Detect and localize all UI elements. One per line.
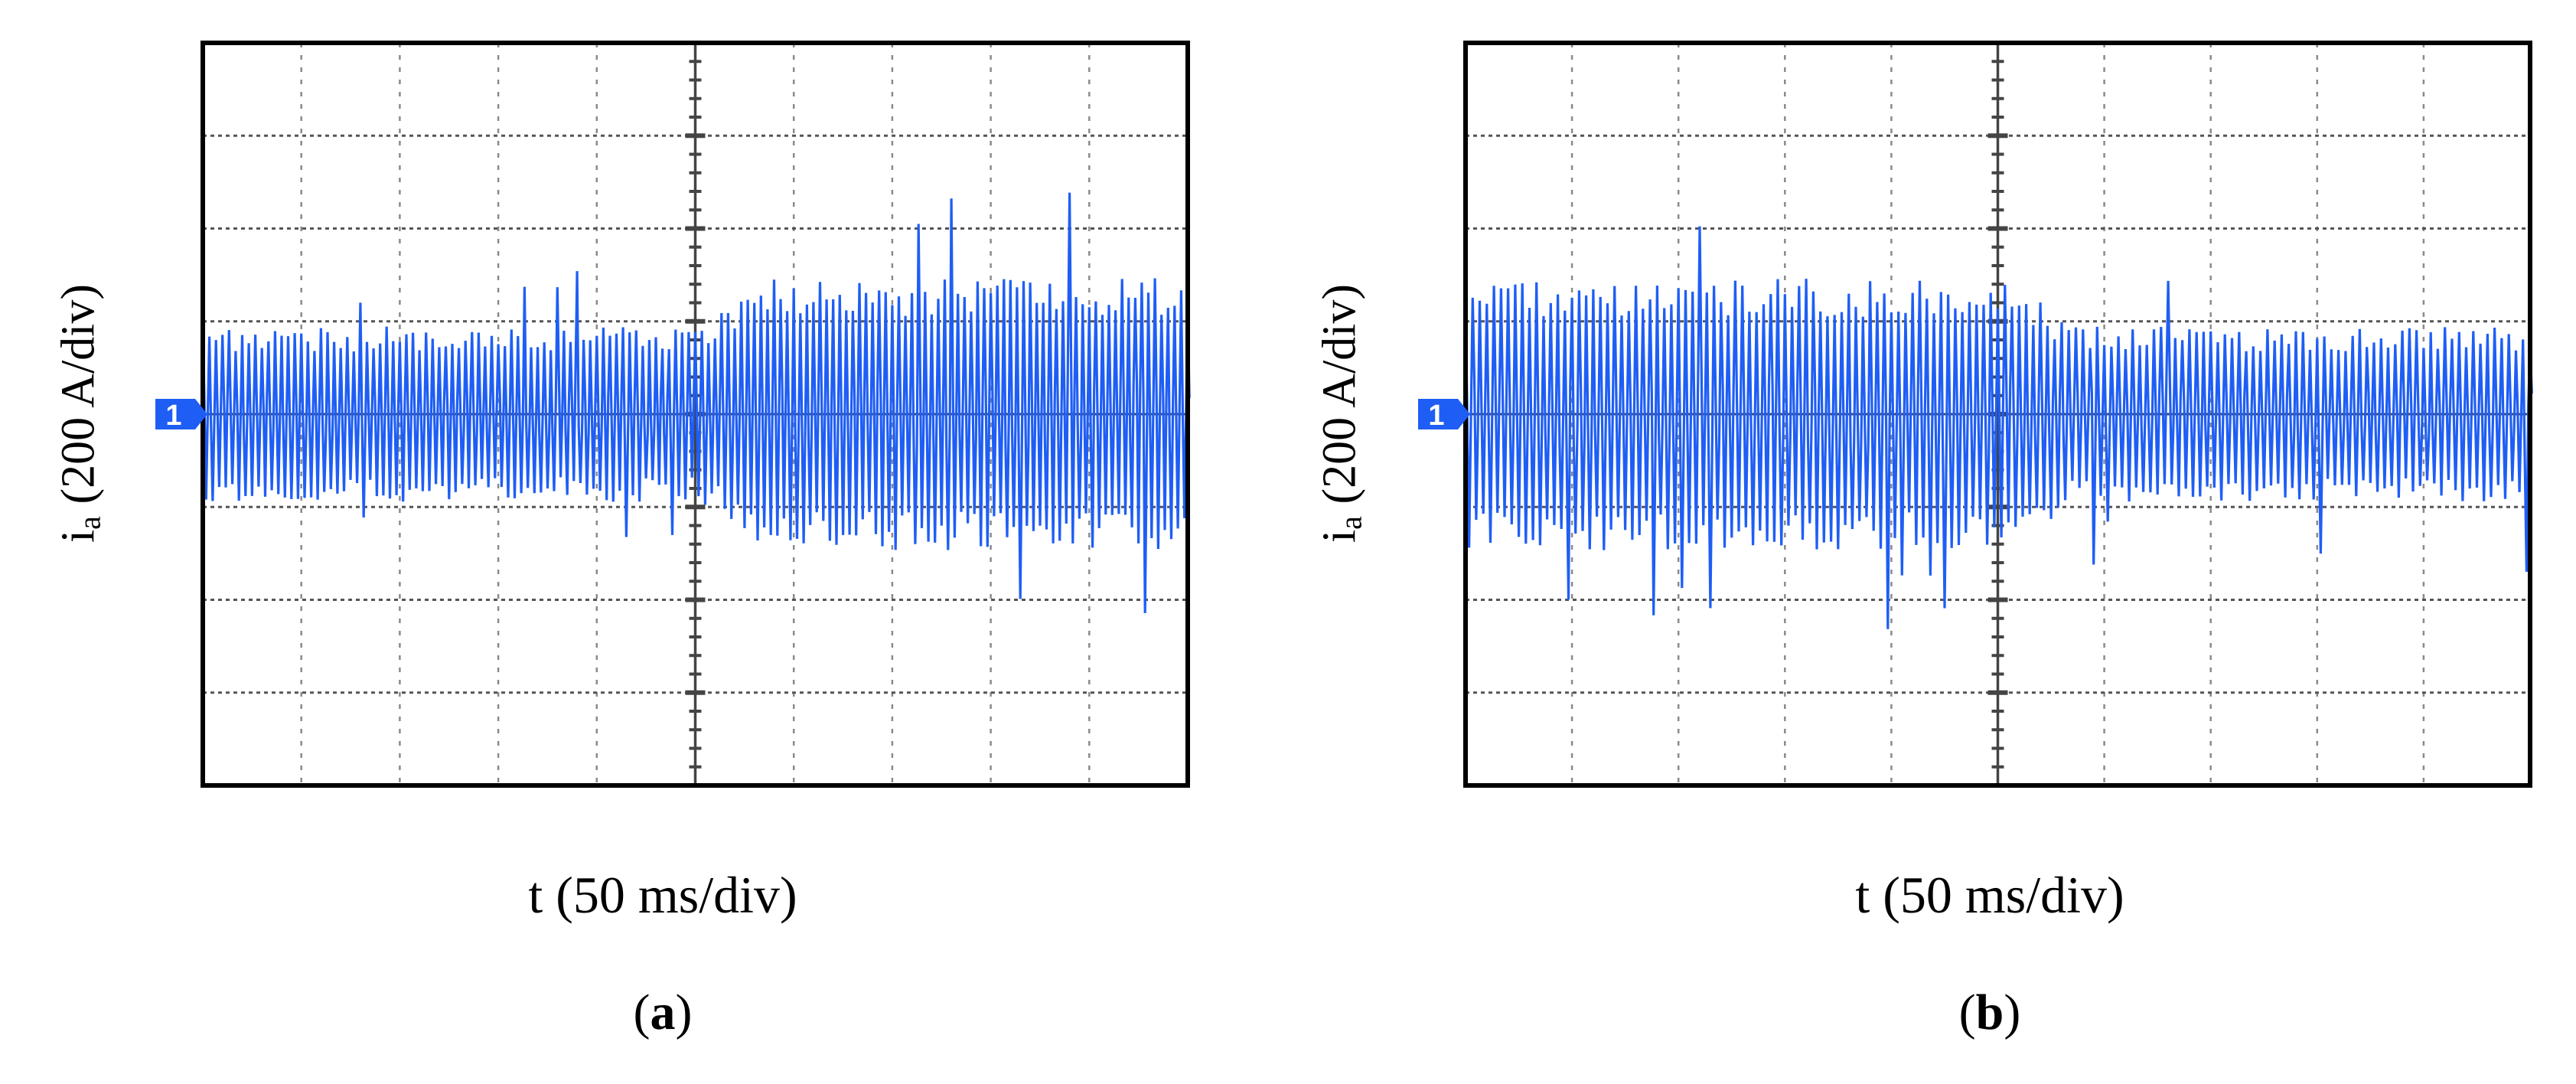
current-waveform: [1464, 226, 2533, 629]
y-label-rest-a: (200 A/div): [52, 283, 105, 517]
graticule: [203, 41, 1188, 788]
panel-a: 1 ia (200 A/div) t (50 ms/div) (a): [52, 41, 1191, 1040]
channel-marker-shape: [155, 399, 207, 429]
channel-1-marker: 1: [155, 399, 207, 432]
channel-marker-label: 1: [1428, 400, 1444, 432]
caption-b: (b): [1958, 984, 2021, 1040]
channel-marker-label: 1: [165, 400, 181, 432]
current-trace: [1464, 226, 2533, 629]
caption-letter-a: a: [650, 984, 676, 1040]
y-label-sub-a: a: [72, 516, 107, 530]
oscilloscope-plot-b: 1: [1418, 41, 2533, 788]
current-waveform: [201, 192, 1191, 613]
y-label-main-b: i: [1313, 529, 1366, 544]
caption-a: (a): [633, 984, 693, 1040]
graticule: [1466, 41, 2530, 788]
y-axis-label-b: ia (200 A/div): [1313, 284, 1369, 543]
channel-marker-shape: [1418, 399, 1470, 429]
x-axis-label-b: t (50 ms/div): [1855, 866, 2124, 924]
y-label-sub-b: a: [1333, 516, 1368, 530]
y-label-rest-b: (200 A/div): [1313, 283, 1366, 517]
y-label-main-a: i: [52, 529, 105, 544]
x-axis-label-a: t (50 ms/div): [528, 866, 797, 924]
caption-letter-b: b: [1975, 984, 2004, 1040]
y-axis-label-a: ia (200 A/div): [52, 284, 108, 543]
panel-b: 1 ia (200 A/div) t (50 ms/div) (b): [1288, 0, 2576, 1084]
current-trace: [201, 192, 1191, 613]
channel-1-marker: 1: [1418, 399, 1470, 432]
oscilloscope-plot-a: 1: [155, 41, 1191, 788]
